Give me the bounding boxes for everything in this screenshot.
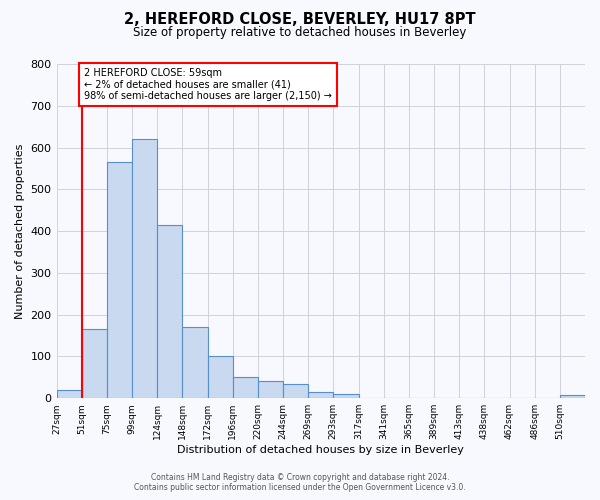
- Bar: [560, 395, 585, 398]
- Text: 2, HEREFORD CLOSE, BEVERLEY, HU17 8PT: 2, HEREFORD CLOSE, BEVERLEY, HU17 8PT: [124, 12, 476, 28]
- Bar: [283, 384, 308, 398]
- X-axis label: Distribution of detached houses by size in Beverley: Distribution of detached houses by size …: [178, 445, 464, 455]
- Bar: [308, 392, 334, 398]
- Bar: [157, 225, 182, 398]
- Bar: [233, 378, 258, 398]
- Text: 2 HEREFORD CLOSE: 59sqm
← 2% of detached houses are smaller (41)
98% of semi-det: 2 HEREFORD CLOSE: 59sqm ← 2% of detached…: [84, 68, 332, 102]
- Bar: [132, 139, 157, 398]
- Text: Size of property relative to detached houses in Beverley: Size of property relative to detached ho…: [133, 26, 467, 39]
- Bar: [182, 327, 208, 398]
- Bar: [208, 356, 233, 398]
- Bar: [107, 162, 132, 398]
- Bar: [82, 330, 107, 398]
- Y-axis label: Number of detached properties: Number of detached properties: [15, 144, 25, 319]
- Text: Contains HM Land Registry data © Crown copyright and database right 2024.
Contai: Contains HM Land Registry data © Crown c…: [134, 473, 466, 492]
- Bar: [334, 394, 359, 398]
- Bar: [56, 390, 82, 398]
- Bar: [258, 382, 283, 398]
